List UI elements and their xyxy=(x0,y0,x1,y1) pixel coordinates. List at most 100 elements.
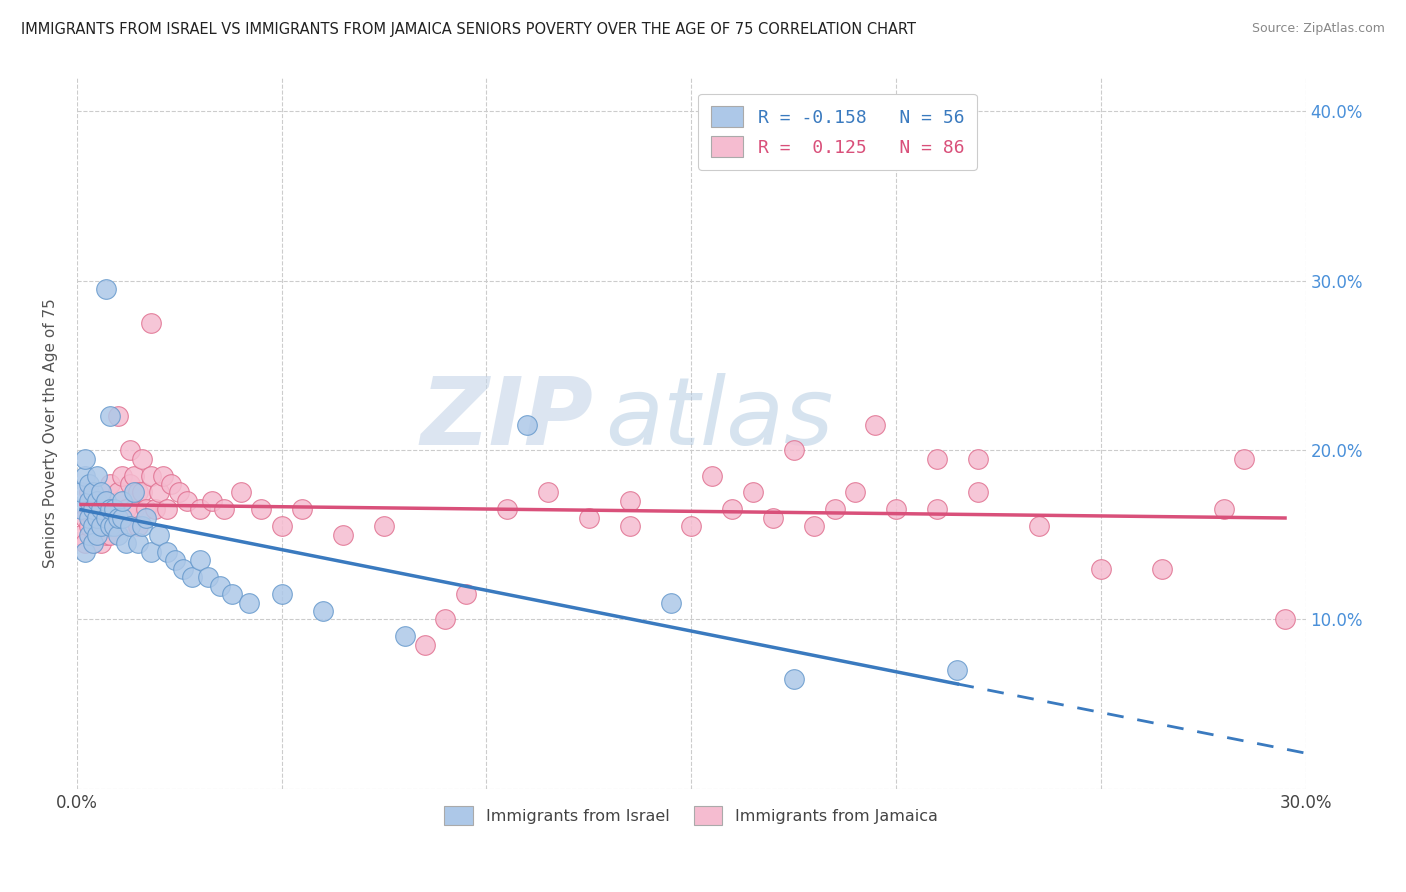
Point xyxy=(98,477,121,491)
Point xyxy=(143,502,166,516)
Point xyxy=(201,494,224,508)
Point xyxy=(176,494,198,508)
Point xyxy=(127,519,149,533)
Point xyxy=(90,536,112,550)
Y-axis label: Seniors Poverty Over the Age of 75: Seniors Poverty Over the Age of 75 xyxy=(44,298,58,568)
Point xyxy=(94,282,117,296)
Point xyxy=(90,485,112,500)
Point xyxy=(782,672,804,686)
Point xyxy=(148,485,170,500)
Point xyxy=(311,604,333,618)
Point xyxy=(103,519,125,533)
Point xyxy=(107,409,129,424)
Point xyxy=(115,502,138,516)
Point xyxy=(156,545,179,559)
Point xyxy=(82,502,104,516)
Point xyxy=(270,587,292,601)
Point xyxy=(82,519,104,533)
Point xyxy=(131,519,153,533)
Point xyxy=(127,485,149,500)
Point xyxy=(160,477,183,491)
Point xyxy=(135,502,157,516)
Point xyxy=(127,536,149,550)
Point xyxy=(122,485,145,500)
Point xyxy=(214,502,236,516)
Point xyxy=(700,468,723,483)
Point xyxy=(111,468,134,483)
Point xyxy=(803,519,825,533)
Point xyxy=(250,502,273,516)
Point xyxy=(394,629,416,643)
Point xyxy=(844,485,866,500)
Point xyxy=(77,494,100,508)
Point xyxy=(373,519,395,533)
Point xyxy=(86,528,108,542)
Point xyxy=(94,494,117,508)
Point xyxy=(824,502,846,516)
Point xyxy=(82,536,104,550)
Point xyxy=(188,502,211,516)
Text: Source: ZipAtlas.com: Source: ZipAtlas.com xyxy=(1251,22,1385,36)
Point xyxy=(197,570,219,584)
Point xyxy=(120,519,142,533)
Point xyxy=(98,508,121,522)
Point xyxy=(73,468,96,483)
Point xyxy=(537,485,560,500)
Point xyxy=(578,511,600,525)
Point xyxy=(782,443,804,458)
Point xyxy=(180,570,202,584)
Point xyxy=(70,485,93,500)
Point xyxy=(73,545,96,559)
Point xyxy=(107,528,129,542)
Point xyxy=(229,485,252,500)
Point xyxy=(135,511,157,525)
Point xyxy=(94,528,117,542)
Point xyxy=(221,587,243,601)
Point xyxy=(139,316,162,330)
Point xyxy=(98,502,121,516)
Point xyxy=(107,485,129,500)
Point xyxy=(103,502,125,516)
Point xyxy=(681,519,703,533)
Point xyxy=(762,511,785,525)
Point xyxy=(86,528,108,542)
Point xyxy=(884,502,907,516)
Point xyxy=(103,519,125,533)
Point xyxy=(434,612,457,626)
Point xyxy=(77,477,100,491)
Legend: Immigrants from Israel, Immigrants from Jamaica: Immigrants from Israel, Immigrants from … xyxy=(434,797,948,834)
Point xyxy=(115,536,138,550)
Point xyxy=(188,553,211,567)
Point xyxy=(131,485,153,500)
Point xyxy=(659,595,682,609)
Point xyxy=(111,494,134,508)
Point xyxy=(1233,451,1256,466)
Point xyxy=(865,417,887,432)
Point xyxy=(167,485,190,500)
Point xyxy=(741,485,763,500)
Point xyxy=(139,545,162,559)
Point xyxy=(90,511,112,525)
Point xyxy=(111,511,134,525)
Point xyxy=(86,511,108,525)
Point xyxy=(925,451,948,466)
Point xyxy=(94,511,117,525)
Point xyxy=(77,485,100,500)
Point xyxy=(86,494,108,508)
Point xyxy=(94,494,117,508)
Point xyxy=(107,511,129,525)
Point xyxy=(77,519,100,533)
Point xyxy=(152,468,174,483)
Point xyxy=(946,663,969,677)
Point xyxy=(454,587,477,601)
Point xyxy=(90,502,112,516)
Point xyxy=(148,528,170,542)
Point xyxy=(115,519,138,533)
Point xyxy=(122,502,145,516)
Point xyxy=(131,451,153,466)
Point xyxy=(103,502,125,516)
Text: atlas: atlas xyxy=(605,374,834,465)
Point xyxy=(77,511,100,525)
Point xyxy=(1090,562,1112,576)
Point xyxy=(1274,612,1296,626)
